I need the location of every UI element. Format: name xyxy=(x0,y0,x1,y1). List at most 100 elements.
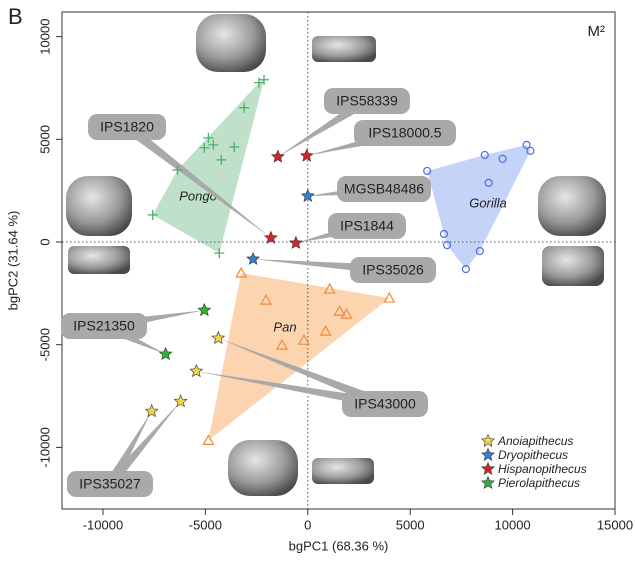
y-tick-label: 10000 xyxy=(37,19,52,55)
annotation-label: IPS18000.5 xyxy=(368,125,441,141)
data-point xyxy=(484,178,493,187)
group-label: Pongo xyxy=(179,188,217,203)
annotation-label: IPS21350 xyxy=(73,318,135,334)
annotation-box xyxy=(354,120,456,146)
data-point xyxy=(214,248,225,259)
data-point xyxy=(254,77,265,88)
legend-marker xyxy=(481,433,495,447)
tooth-image xyxy=(542,246,604,286)
tooth-image xyxy=(312,36,376,62)
tooth-image xyxy=(196,14,266,72)
data-point xyxy=(208,139,219,150)
leader-line xyxy=(196,371,386,409)
data-point xyxy=(259,293,273,305)
data-point xyxy=(172,164,183,175)
data-point xyxy=(480,150,489,160)
x-axis-title: bgPC1 (68.36 %) xyxy=(289,538,389,553)
group-label: Pan xyxy=(273,319,296,334)
annotation-box xyxy=(324,88,410,114)
data-point xyxy=(211,330,226,345)
data-point xyxy=(288,235,303,249)
legend-label: Anoiapithecus xyxy=(497,434,573,448)
tooth-label: M² xyxy=(588,23,606,40)
annotation-label: IPS35027 xyxy=(79,476,141,492)
annotation-box xyxy=(328,213,406,239)
data-point xyxy=(216,154,227,165)
legend-marker xyxy=(481,475,495,489)
data-point xyxy=(158,346,173,361)
x-tick-label: 10000 xyxy=(495,517,531,532)
data-point xyxy=(340,307,353,319)
data-point xyxy=(439,229,449,239)
y-tick-label: -5000 xyxy=(37,328,52,361)
data-point xyxy=(202,434,215,446)
data-point xyxy=(300,188,315,202)
y-tick-label: -10000 xyxy=(37,427,52,467)
legend-label: Pierolapithecus xyxy=(498,476,580,490)
data-point xyxy=(246,251,261,265)
x-tick-label: 15000 xyxy=(597,517,633,532)
data-point xyxy=(522,140,531,149)
x-tick-label: 0 xyxy=(304,517,311,532)
data-point xyxy=(144,403,159,418)
annotation-box xyxy=(337,176,431,202)
leader-line xyxy=(106,401,181,488)
annotation-label: IPS35026 xyxy=(362,262,424,278)
annotation-box xyxy=(67,471,153,497)
data-point xyxy=(461,265,470,274)
group-hull xyxy=(152,79,265,254)
annotation-box xyxy=(350,257,436,283)
data-point xyxy=(147,209,158,220)
data-point xyxy=(442,240,452,250)
data-point xyxy=(383,291,396,303)
data-point xyxy=(199,142,210,153)
x-tick-label: -5000 xyxy=(189,517,222,532)
data-point xyxy=(173,394,188,408)
legend-marker xyxy=(481,461,495,475)
annotation-label: IPS1820 xyxy=(100,119,154,135)
x-tick-label: -10000 xyxy=(83,517,123,532)
plot-frame xyxy=(61,11,616,510)
leader-line xyxy=(105,411,152,487)
y-tick-label: 0 xyxy=(37,238,52,245)
annotation-box xyxy=(61,313,147,339)
data-point xyxy=(498,154,507,163)
panel-label: B xyxy=(8,4,23,29)
data-point xyxy=(323,282,336,294)
data-point xyxy=(275,338,288,350)
legend-marker xyxy=(481,447,495,461)
tooth-image xyxy=(68,246,130,274)
data-point xyxy=(239,102,250,113)
data-point xyxy=(297,333,310,345)
annotation-label: MGSB48486 xyxy=(344,181,424,197)
data-point xyxy=(475,246,484,256)
tooth-image xyxy=(228,440,298,496)
leader-line xyxy=(218,338,387,409)
tooth-image xyxy=(538,176,606,236)
legend-label: Dryopithecus xyxy=(498,448,568,462)
legend-label: Hispanopithecus xyxy=(498,462,587,476)
tooth-image xyxy=(312,458,374,484)
y-axis-title: bgPC2 (31.64 %) xyxy=(5,211,20,311)
x-tick-label: 5000 xyxy=(396,517,425,532)
y-tick-label: 5000 xyxy=(37,125,52,154)
annotation-label: IPS43000 xyxy=(354,396,416,412)
leader-line xyxy=(123,123,271,238)
data-point xyxy=(189,363,204,378)
data-point xyxy=(203,132,214,143)
data-point xyxy=(299,148,314,162)
data-point xyxy=(319,324,332,336)
tooth-images xyxy=(66,14,606,496)
data-point xyxy=(229,141,240,152)
annotation-box xyxy=(342,391,428,417)
data-point xyxy=(270,149,285,163)
data-point xyxy=(197,302,212,317)
data-point xyxy=(263,230,278,244)
group-hull xyxy=(427,144,531,270)
tooth-image xyxy=(66,176,132,236)
data-point xyxy=(333,304,346,316)
annotation-label: IPS58339 xyxy=(336,93,398,109)
annotation-label: IPS1844 xyxy=(340,218,394,234)
data-point xyxy=(235,266,248,278)
